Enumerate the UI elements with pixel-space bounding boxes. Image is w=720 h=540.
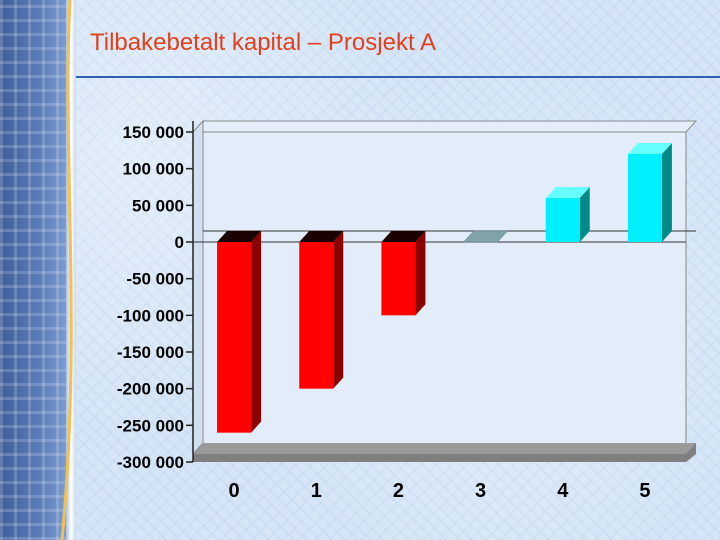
- bar-top: [381, 231, 426, 242]
- title-underline: [76, 76, 720, 78]
- bar-front: [381, 242, 416, 316]
- x-tick-label: 2: [393, 480, 404, 502]
- chart-floor: [193, 443, 696, 462]
- bar-side: [415, 231, 426, 316]
- y-tick-label: 0: [175, 233, 184, 252]
- y-tick-label: -50 000: [126, 270, 184, 289]
- bar-side: [661, 143, 672, 242]
- y-tick-label: -250 000: [117, 416, 184, 435]
- bar-front: [545, 198, 580, 242]
- bar-side: [251, 231, 262, 433]
- bar-top: [545, 187, 590, 198]
- x-tick-label: 4: [557, 480, 569, 502]
- decorative-side-strip: [0, 0, 66, 540]
- y-tick-label: -200 000: [117, 380, 184, 399]
- bar-side: [333, 231, 344, 389]
- y-tick-label: -300 000: [117, 453, 184, 472]
- bar-side: [579, 187, 590, 242]
- y-axis-tick-marks: [186, 131, 193, 463]
- x-tick-label: 1: [311, 480, 322, 502]
- bar: [545, 187, 590, 242]
- bars: [217, 143, 672, 433]
- y-axis-tick-labels: 150 000 100 000 50 000 0 -50 000 -100 000 -150…: [117, 123, 184, 472]
- slide-title: Tilbakebetalt kapital – Prosjekt A: [90, 29, 436, 56]
- bar-top: [627, 143, 672, 154]
- bar: [627, 143, 672, 242]
- bar-top: [217, 231, 262, 242]
- bar-front: [627, 154, 662, 242]
- bar-top: [463, 230, 509, 243]
- bar: [217, 231, 262, 433]
- bar-front: [217, 242, 252, 433]
- chart-walls: [191, 119, 698, 456]
- y-tick-label: 150 000: [123, 123, 184, 142]
- y-tick-label: -150 000: [117, 343, 184, 362]
- x-axis-tick-labels: 0 1 2 3 4 5: [229, 480, 651, 502]
- y-tick-label: -100 000: [117, 306, 184, 325]
- x-tick-label: 5: [639, 480, 650, 502]
- bar: [381, 231, 426, 316]
- bar-top: [299, 231, 344, 242]
- bar-front: [299, 242, 334, 389]
- y-tick-label: 100 000: [123, 160, 184, 179]
- y-tick-label: 50 000: [132, 196, 184, 215]
- bar: [299, 231, 344, 389]
- x-tick-label: 0: [229, 480, 240, 502]
- x-tick-label: 3: [475, 480, 486, 502]
- bar: [463, 230, 509, 243]
